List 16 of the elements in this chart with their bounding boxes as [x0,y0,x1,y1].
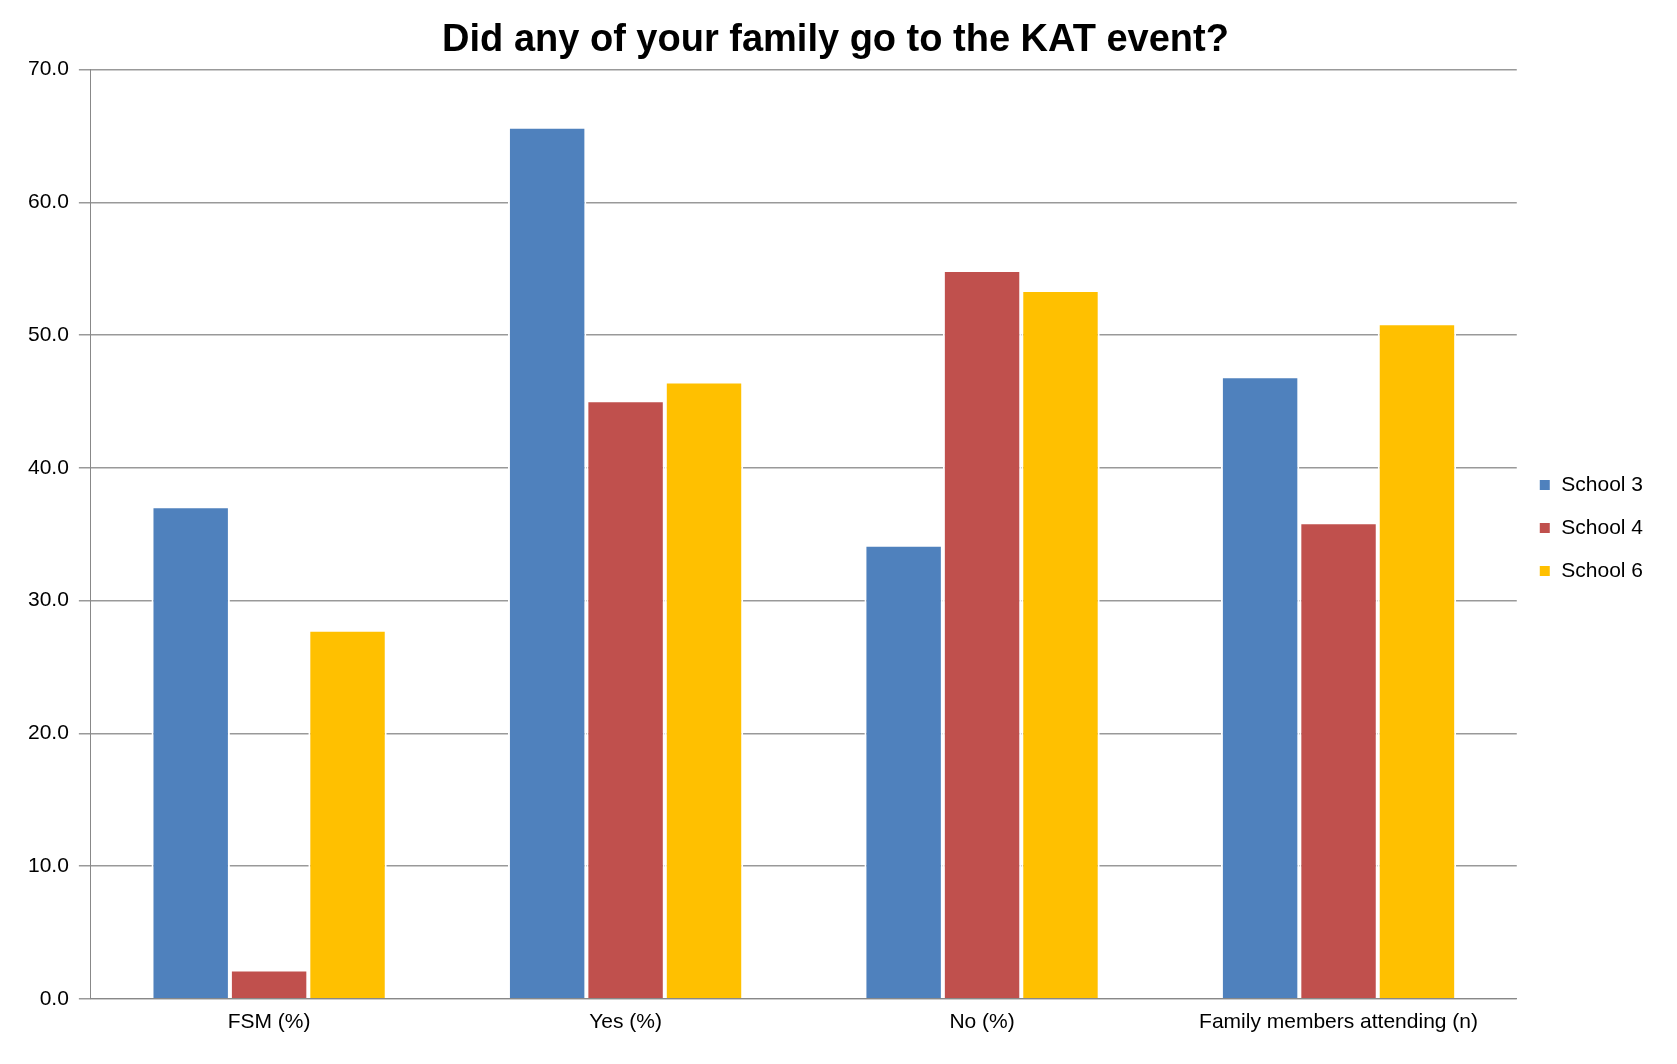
legend-label: School 3 [1561,471,1644,495]
y-tick-label: 40.0 [28,454,69,478]
x-tick-label: No (%) [949,1009,1015,1033]
x-tick-label: Yes (%) [589,1009,662,1033]
y-tick-label: 70.0 [28,56,69,80]
legend-label: School 4 [1561,514,1644,538]
y-tick-label: 30.0 [28,587,69,611]
y-tick-label: 50.0 [28,321,69,345]
y-tick-label: 10.0 [28,852,69,876]
x-tick-label: FSM (%) [227,1009,311,1033]
legend-label: School 6 [1561,557,1644,581]
chart-title: Did any of your family go to the KAT event? [442,17,1229,60]
y-tick-label: 20.0 [28,720,69,744]
x-tick-label: Family members attending (n) [1199,1009,1479,1033]
y-tick-label: 60.0 [28,189,69,213]
y-tick-label: 0.0 [39,985,69,1009]
